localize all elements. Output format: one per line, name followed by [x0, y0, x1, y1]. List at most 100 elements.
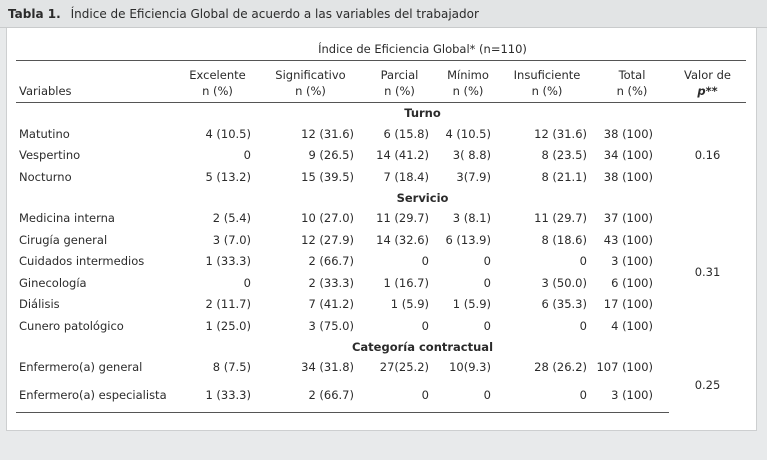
cell-minimo: 4 (10.5)	[445, 126, 491, 141]
table-row: Medicina interna 2 (5.4) 10 (27.0) 11 (29.7…	[16, 208, 746, 279]
cell-significativo: 2 (66.7)	[259, 378, 362, 413]
cell-excelente: 2 (11.7)	[205, 297, 251, 312]
cell-parcial: 7 (18.4)	[383, 169, 429, 184]
row-variable: Diálisis	[19, 297, 60, 312]
caption-title: Índice de Eficiencia Global de acuerdo a…	[70, 7, 479, 21]
cell-minimo: 3(7.9)	[456, 169, 491, 184]
cell-significativo: 3 (75.0)	[308, 318, 354, 333]
cell-total: 6 (100)	[611, 275, 653, 290]
span-header-row: Índice de Eficiencia Global* (n=110)	[16, 38, 746, 61]
section-header-row: Turno	[16, 103, 746, 124]
cell-excelente: 1 (25.0)	[205, 318, 251, 333]
table-row: Vespertino 0 9 (26.5) 14 (41.2) 3( 8.8) 8 (23…	[16, 145, 746, 167]
cell-parcial: 11 (29.7)	[376, 211, 429, 226]
cell-excelente: 0	[243, 275, 251, 290]
row-variable: Medicina interna	[19, 211, 115, 226]
table-frame: Índice de Eficiencia Global* (n=110) Var…	[6, 28, 757, 431]
cell-excelente: 8 (7.5)	[212, 360, 251, 375]
cell-excelente: 1 (33.3)	[176, 378, 259, 413]
cell-insuficiente: 0	[579, 254, 587, 269]
row-variable: Enfermero(a) especialista	[16, 378, 176, 413]
section-label: Servicio	[396, 190, 449, 205]
cell-parcial: 0	[421, 254, 429, 269]
cell-p-value: 0.25	[694, 377, 721, 392]
span-header: Índice de Eficiencia Global* (n=110)	[176, 38, 669, 61]
cell-minimo: 1 (5.9)	[452, 297, 491, 312]
cell-minimo: 0	[483, 318, 491, 333]
cell-significativo: 2 (33.3)	[308, 275, 354, 290]
cell-parcial: 14 (41.2)	[376, 148, 429, 163]
cell-significativo: 9 (26.5)	[308, 148, 354, 163]
cell-minimo: 3 (8.1)	[452, 211, 491, 226]
row-variable: Vespertino	[19, 148, 81, 163]
cell-excelente: 1 (33.3)	[205, 254, 251, 269]
row-variable: Ginecología	[19, 275, 87, 290]
table-row: Enfermero(a) especialista 1 (33.3) 2 (66.7…	[16, 378, 746, 413]
column-header-row: Variables Excelente n (%) Significativo n …	[16, 61, 746, 103]
cell-minimo: 6 (13.9)	[445, 232, 491, 247]
cell-parcial: 6 (15.8)	[383, 126, 429, 141]
cell-total: 107 (100)	[596, 360, 653, 375]
row-variable: Nocturno	[19, 169, 72, 184]
table-body: Turno Matutino 4 (10.5) 12 (31.6) 6 (15.8) 4 …	[16, 103, 746, 413]
cell-insuficiente: 0	[499, 378, 595, 413]
cell-parcial: 1 (5.9)	[390, 297, 429, 312]
cell-total: 34 (100)	[603, 148, 653, 163]
col-header-significativo: Significativo n (%)	[275, 68, 346, 98]
table-row: Cirugía general 3 (7.0) 12 (27.9) 14 (32.6)…	[16, 229, 746, 251]
table-row: Enfermero(a) general 8 (7.5) 34 (31.8) 27(2…	[16, 357, 746, 391]
cell-excelente: 3 (7.0)	[212, 232, 251, 247]
cell-significativo: 2 (66.7)	[308, 254, 354, 269]
cell-p-value: 0.31	[694, 265, 721, 279]
cell-excelente: 0	[243, 148, 251, 163]
table-row: Ginecología 0 2 (33.3) 1 (16.7) 0 3 (50.0) 6 (…	[16, 272, 746, 294]
cell-significativo: 12 (31.6)	[301, 126, 354, 141]
cell-insuficiente: 3 (50.0)	[541, 275, 587, 290]
table-row: Cunero patológico 1 (25.0) 3 (75.0) 0 0 0 4 (1…	[16, 315, 746, 337]
cell-excelente: 4 (10.5)	[205, 126, 251, 141]
cell-minimo: 0	[437, 378, 499, 413]
cell-total: 3 (100)	[611, 254, 653, 269]
row-variable: Cunero patológico	[19, 318, 124, 333]
cell-insuficiente: 8 (18.6)	[541, 232, 587, 247]
section-label: Turno	[404, 106, 441, 120]
col-header-insuficiente: Insuficiente n (%)	[513, 68, 581, 98]
row-variable: Enfermero(a) general	[19, 360, 143, 375]
cell-insuficiente: 12 (31.6)	[534, 126, 587, 141]
row-variable: Cuidados intermedios	[19, 254, 145, 269]
cell-minimo: 0	[483, 254, 491, 269]
table-row: Diálisis 2 (11.7) 7 (41.2) 1 (5.9) 1 (5.9) 6 …	[16, 294, 746, 316]
cell-minimo: 3( 8.8)	[452, 148, 491, 163]
cell-total: 3 (100)	[595, 378, 669, 413]
cell-parcial: 14 (32.6)	[376, 232, 429, 247]
cell-parcial: 0	[421, 318, 429, 333]
cell-total: 43 (100)	[603, 232, 653, 247]
cell-excelente: 5 (13.2)	[205, 169, 251, 184]
cell-p-value: 0.16	[694, 148, 721, 163]
cell-insuficiente: 8 (23.5)	[541, 148, 587, 163]
cell-parcial: 0	[362, 378, 437, 413]
data-table: Índice de Eficiencia Global* (n=110) Var…	[16, 38, 746, 413]
cell-total: 37 (100)	[603, 211, 653, 226]
cell-total: 4 (100)	[611, 318, 653, 333]
caption-label: Tabla 1.	[8, 7, 61, 21]
table-row: Matutino 4 (10.5) 12 (31.6) 6 (15.8) 4 (10.5…	[16, 123, 746, 163]
cell-total: 17 (100)	[603, 297, 653, 312]
cell-total: 38 (100)	[603, 126, 653, 141]
section-header-row: Categoría contractual	[16, 337, 746, 357]
col-header-p-value: Valor de p**	[683, 68, 731, 98]
cell-total: 38 (100)	[603, 169, 653, 184]
col-header-minimo: Mínimo n (%)	[447, 68, 489, 98]
cell-significativo: 34 (31.8)	[301, 360, 354, 375]
row-variable: Matutino	[19, 126, 70, 141]
col-header-excelente: Excelente n (%)	[189, 68, 246, 98]
cell-insuficiente: 11 (29.7)	[534, 211, 587, 226]
table-row: Cuidados intermedios 1 (33.3) 2 (66.7) 0 0 0 3…	[16, 251, 746, 273]
row-variable: Cirugía general	[19, 232, 108, 247]
col-header-variables: Variables	[19, 84, 72, 98]
cell-insuficiente: 8 (21.1)	[541, 169, 587, 184]
cell-insuficiente: 28 (26.2)	[534, 360, 587, 375]
col-header-total: Total n (%)	[616, 68, 648, 98]
cell-significativo: 10 (27.0)	[301, 211, 354, 226]
